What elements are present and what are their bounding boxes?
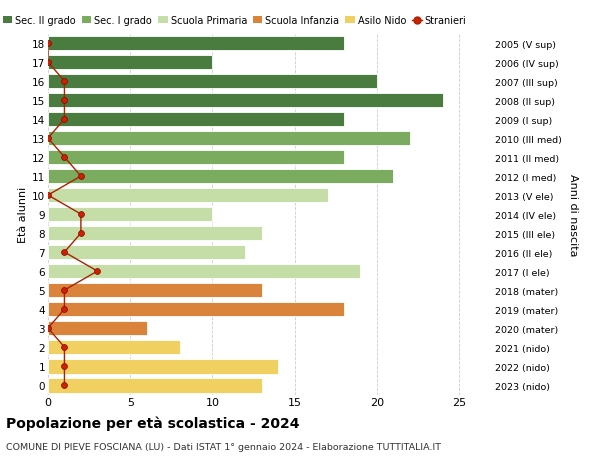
Bar (48, 264, 361, 279)
Bar (48, 207, 212, 222)
Bar (48, 131, 410, 146)
Bar (48, 37, 344, 51)
Point (43, 325, 53, 332)
Bar (48, 359, 278, 374)
Bar (48, 150, 344, 165)
Bar (48, 188, 328, 203)
Point (76, 173, 86, 180)
Bar (48, 56, 212, 70)
Point (43, 192, 53, 199)
Point (59, 116, 69, 123)
Point (59, 249, 69, 256)
Point (43, 40, 53, 48)
Point (59, 287, 69, 294)
Point (76, 211, 86, 218)
Bar (48, 321, 146, 336)
Bar (48, 283, 262, 298)
Bar (48, 378, 262, 392)
Point (59, 78, 69, 85)
Point (59, 344, 69, 351)
Bar (48, 169, 394, 184)
Point (59, 154, 69, 162)
Text: COMUNE DI PIEVE FOSCIANA (LU) - Dati ISTAT 1° gennaio 2024 - Elaborazione TUTTIT: COMUNE DI PIEVE FOSCIANA (LU) - Dati IST… (6, 442, 441, 451)
Point (76, 230, 86, 237)
Point (43, 59, 53, 67)
Point (92, 268, 102, 275)
Y-axis label: Anni di nascita: Anni di nascita (568, 174, 578, 256)
Legend: Sec. II grado, Sec. I grado, Scuola Primaria, Scuola Infanzia, Asilo Nido, Stran: Sec. II grado, Sec. I grado, Scuola Prim… (2, 16, 466, 26)
Bar (48, 74, 377, 89)
Bar (48, 340, 179, 355)
Point (43, 135, 53, 142)
Bar (48, 226, 262, 241)
Bar (48, 245, 245, 260)
Point (59, 97, 69, 105)
Point (59, 381, 69, 389)
Bar (48, 93, 443, 108)
Bar (48, 302, 344, 317)
Point (59, 306, 69, 313)
Text: Popolazione per età scolastica - 2024: Popolazione per età scolastica - 2024 (6, 415, 299, 430)
Bar (48, 112, 344, 127)
Y-axis label: Età alunni: Età alunni (18, 186, 28, 243)
Point (59, 363, 69, 370)
